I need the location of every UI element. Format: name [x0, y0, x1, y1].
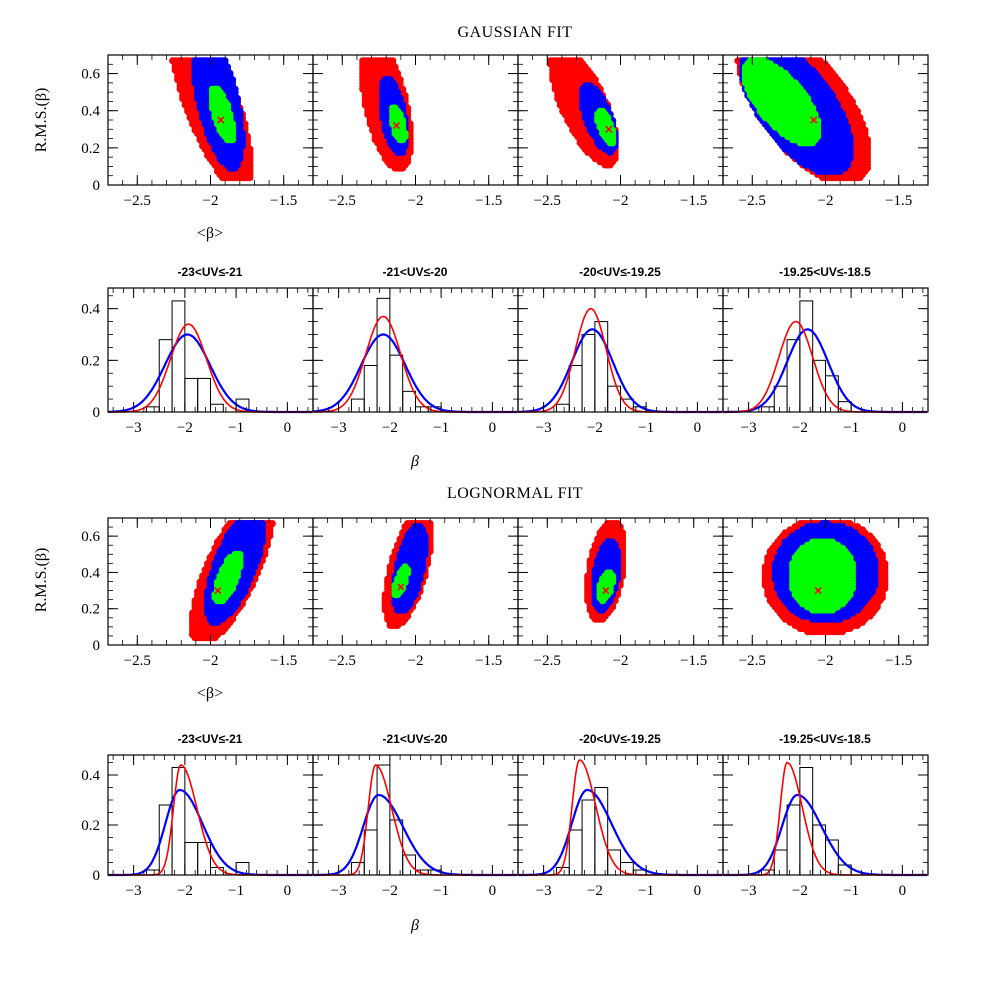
panel-frame — [517, 54, 724, 186]
grid-point — [228, 120, 237, 128]
bin-title: -21<UV≤-20 — [383, 265, 448, 279]
grid-point — [396, 76, 404, 84]
grid-point — [228, 76, 237, 84]
contour-panel: −2.5 −2 −1.5 — [312, 54, 519, 209]
grid-point — [226, 110, 234, 118]
grid-point — [591, 76, 599, 84]
grid-point — [394, 88, 402, 96]
bin-title: -23<UV≤-21 — [178, 265, 243, 279]
grid-point — [599, 95, 607, 103]
grid-point — [848, 98, 857, 106]
grid-point — [223, 101, 232, 109]
contour-panel: −2.5 −2 −1.5 — [517, 54, 724, 209]
grid-point — [236, 107, 244, 115]
x-tick-label: −2 — [408, 193, 424, 209]
grid-point — [391, 63, 399, 71]
x-tick-label: −1.5 — [270, 193, 297, 209]
grid-point — [858, 120, 867, 128]
x-tick-label: −2.5 — [329, 193, 356, 209]
y-tick-label: 0.2 — [81, 141, 100, 157]
lognormal-mean-xlabel: <β> — [197, 685, 223, 702]
x-tick-label: −1.5 — [475, 193, 502, 209]
gaussian-rms-ylabel: R.M.S.(β) — [33, 88, 50, 153]
grid-point — [226, 69, 234, 77]
panel-frame — [312, 54, 519, 186]
y-tick-label: 0.6 — [81, 67, 100, 83]
bin-title: -19.25<UV≤-18.5 — [779, 265, 871, 279]
gaussian-beta-xlabel: β — [410, 453, 419, 470]
grid-point — [856, 114, 864, 122]
grid-point — [861, 126, 869, 134]
grid-point — [233, 95, 241, 103]
x-tick-label: −1.5 — [680, 193, 707, 209]
grid-point — [399, 101, 407, 109]
grid-point — [401, 129, 409, 137]
lognormal-section-title: LOGNORMAL FIT — [447, 485, 583, 502]
lognormal-beta-xlabel: β — [410, 917, 419, 934]
grid-point — [231, 85, 239, 93]
grid-point — [238, 129, 246, 137]
grid-point — [863, 136, 872, 144]
grid-point — [396, 110, 404, 118]
grid-point — [223, 63, 232, 71]
x-tick-label: −2 — [203, 193, 219, 209]
bin-title: -20<UV≤-19.25 — [579, 265, 661, 279]
y-tick-label: 0 — [93, 178, 101, 194]
grid-point — [606, 120, 614, 128]
grid-point — [396, 95, 404, 103]
bin-title: -19.25<UV≤-18.5 — [779, 732, 871, 746]
gaussian-contour-row: −2.5 −2 −1.500.20.40.6−2.5 −2 −1.5 −2.5 −2 −1.5… — [81, 54, 929, 209]
bin-title: -21<UV≤-20 — [383, 732, 448, 746]
lognormal-bin-titles: -23<UV≤-21 -21<UV≤-20 -20<UV≤-19.25 -19.… — [178, 732, 872, 746]
lognormal-rms-ylabel: R.M.S.(β) — [33, 548, 50, 613]
gaussian-section-title: GAUSSIAN FIT — [458, 24, 573, 41]
bin-title: -23<UV≤-21 — [178, 732, 243, 746]
bin-title: -20<UV≤-19.25 — [579, 732, 661, 746]
grid-point — [246, 145, 254, 153]
grid-point — [399, 117, 407, 125]
grid-point — [604, 114, 612, 122]
x-tick-label: −2 — [613, 193, 629, 209]
contour-panel: −2.5 −2 −1.5 0 0.2 0.4 0.6 — [81, 54, 314, 209]
grid-point — [841, 85, 849, 93]
gaussian-bin-titles: -23<UV≤-21 -21<UV≤-20 -20<UV≤-19.25 -19.… — [178, 265, 872, 279]
x-tick-label: −2.5 — [534, 193, 561, 209]
grid-point — [218, 91, 227, 100]
contour-panel: −2.5 −2 −1.5 — [722, 54, 929, 209]
grid-point — [389, 57, 397, 65]
grid-point — [394, 69, 402, 77]
y-tick-label: 0.4 — [81, 104, 100, 120]
gaussian-mean-xlabel: <β> — [197, 225, 223, 242]
x-tick-label: −2.5 — [124, 193, 151, 209]
grid-point — [853, 107, 862, 115]
grid-point — [391, 82, 399, 90]
